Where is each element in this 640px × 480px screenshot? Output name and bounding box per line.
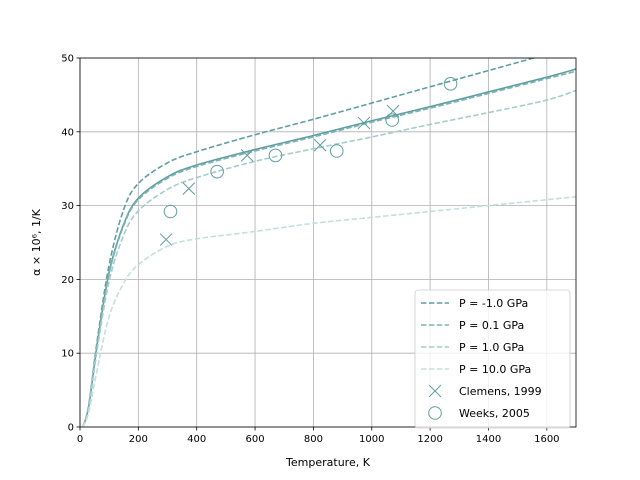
series-line-4 — [82, 195, 576, 427]
x-tick-label: 800 — [304, 434, 323, 445]
series-line-3 — [82, 89, 576, 427]
series-layer — [82, 58, 576, 427]
legend-entry-label: P = 10.0 GPa — [459, 363, 531, 376]
legend-entry-label: P = 1.0 GPa — [459, 341, 524, 354]
legend: P = -1.0 GPa P = 0.1 GPa P = 1.0 GPa P = 10… — [414, 289, 571, 429]
legend-entry-label: P = 0.1 GPa — [459, 319, 524, 332]
marker-layer — [159, 77, 458, 246]
legend-entry-label: Clemens, 1999 — [459, 385, 542, 398]
y-tick-label: 0 — [68, 423, 74, 434]
marker-point-0 — [240, 149, 254, 162]
y-tick-label: 10 — [61, 349, 74, 360]
x-tick-label: 200 — [129, 434, 148, 445]
x-tick-label: 1000 — [359, 434, 384, 445]
y-tick-label: 50 — [61, 54, 74, 65]
marker-point-1 — [385, 113, 399, 127]
y-tick-label: 30 — [61, 201, 74, 212]
y-axis-label: α × 10⁶, 1/K — [30, 208, 43, 276]
marker-point-0 — [386, 104, 400, 118]
x-tick-label: 0 — [77, 434, 83, 445]
legend-swatch-marker — [428, 406, 442, 420]
x-tick-label: 600 — [246, 434, 265, 445]
marker-point-1 — [210, 164, 224, 179]
marker-point-1 — [163, 204, 178, 219]
legend-swatch-marker — [428, 384, 442, 398]
legend-entry-label: P = -1.0 GPa — [459, 297, 528, 310]
marker-point-0 — [182, 182, 196, 195]
x-tick-label: 1200 — [417, 434, 442, 445]
y-tick-label: 40 — [61, 127, 74, 138]
x-tick-label: 1600 — [534, 434, 559, 445]
y-tick-label: 20 — [61, 275, 74, 286]
marker-point-0 — [313, 138, 327, 152]
legend-entry-label: Weeks, 2005 — [459, 407, 530, 420]
plot-frame — [79, 57, 577, 428]
marker-point-0 — [159, 233, 173, 246]
marker-point-1 — [443, 77, 458, 91]
x-axis-label: Temperature, K — [285, 456, 371, 469]
x-tick-label: 400 — [187, 434, 206, 445]
ticks: 0 200 400 600 800 1000 1200 1400 1600 0 10 20 30 40 50 — [61, 54, 559, 446]
marker-point-1 — [268, 148, 283, 163]
marker-point-0 — [357, 116, 371, 130]
marker-point-1 — [329, 144, 344, 158]
legend-box — [414, 289, 571, 429]
x-tick-label: 1400 — [476, 434, 501, 445]
